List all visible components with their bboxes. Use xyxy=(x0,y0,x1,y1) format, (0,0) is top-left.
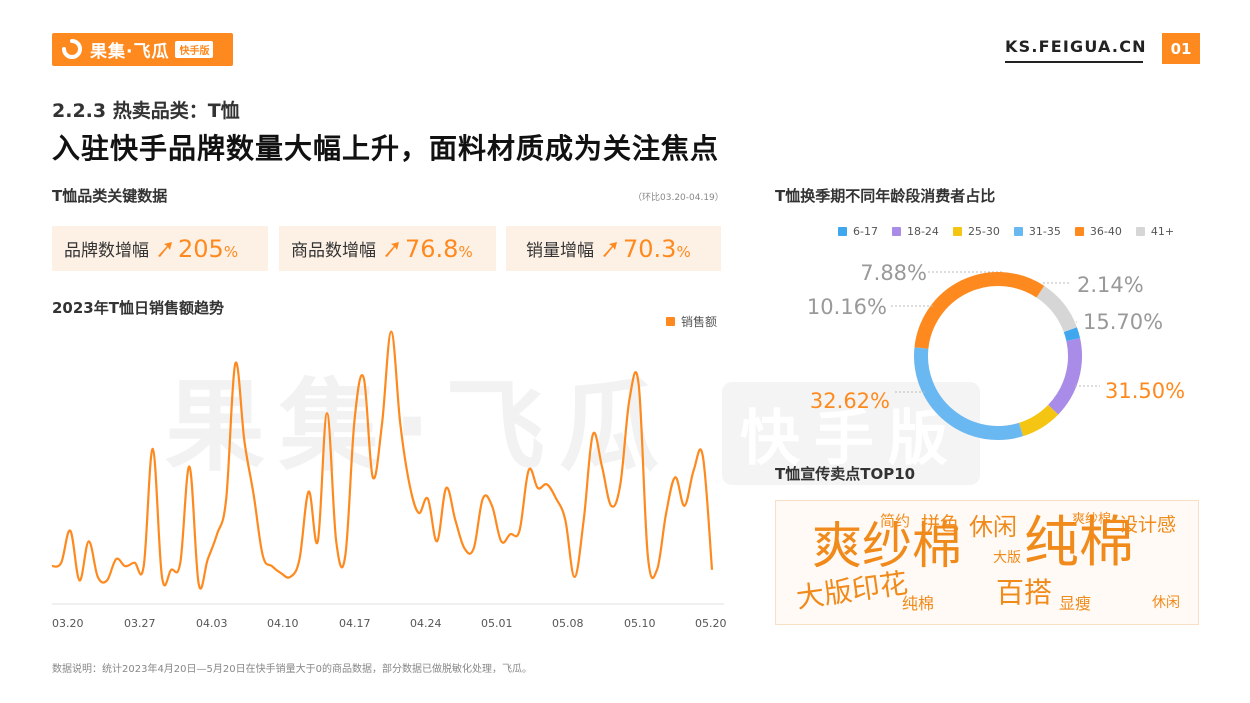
legend-swatch xyxy=(952,227,962,236)
logo-swirl-icon xyxy=(62,38,82,59)
x-tick-label: 04.03 xyxy=(196,617,228,630)
slice-value-label: 32.62% xyxy=(810,389,890,413)
site-url[interactable]: KS.FEIGUA.CN xyxy=(1005,37,1147,56)
x-tick-label: 04.17 xyxy=(339,617,371,630)
metric-value: 76.8% xyxy=(405,234,473,263)
wordcloud-word: 休闲 xyxy=(969,513,1017,541)
brand-logo: 果集·飞瓜 快手版 xyxy=(52,33,233,66)
legend-label: 31-35 xyxy=(1028,225,1061,238)
page-headline: 入驻快手品牌数量大幅上升，面料材质成为关注焦点 xyxy=(52,132,720,165)
age-legend: 6-17 18-24 25-30 31-35 36-40 41+ xyxy=(838,225,1188,238)
arrow-up-icon xyxy=(385,241,399,257)
wordcloud-word: 简约 xyxy=(880,512,911,530)
age-chart-title: T恤换季期不同年龄段消费者占比 xyxy=(775,187,996,205)
legend-swatch xyxy=(666,317,675,326)
metric-card-brand: 品牌数增幅 205% xyxy=(52,226,268,271)
logo-text: 果集·飞瓜 xyxy=(90,42,170,62)
metric-card-product: 商品数增幅 76.8% xyxy=(279,226,496,271)
x-tick-label: 04.24 xyxy=(410,617,442,630)
wordcloud-word: 拼色 xyxy=(921,513,960,535)
x-tick-label: 05.10 xyxy=(624,617,656,630)
metric-label: 销量增幅 xyxy=(526,241,594,261)
metric-card-sales: 销量增幅 70.3% xyxy=(506,226,721,271)
site-underline xyxy=(1005,61,1143,63)
legend-swatch xyxy=(1135,227,1145,236)
donut-slice-36-40 xyxy=(914,272,1045,349)
donut-slice-25-30 xyxy=(1018,404,1059,437)
metric-label: 品牌数增幅 xyxy=(64,241,149,261)
slice-value-label: 2.14% xyxy=(1077,273,1144,297)
logo-badge: 快手版 xyxy=(175,41,214,58)
wordcloud-word: 显瘦 xyxy=(1059,594,1092,613)
section-title: 2.2.3 热卖品类：T恤 xyxy=(52,100,240,122)
legend-label: 41+ xyxy=(1150,225,1175,238)
selling-points-title: T恤宣传卖点TOP10 xyxy=(775,465,916,483)
legend-item-41+: 41+ xyxy=(1135,225,1175,238)
x-tick-label: 03.20 xyxy=(52,617,84,630)
legend-swatch xyxy=(1074,227,1084,236)
legend-item-6-17: 6-17 xyxy=(838,225,878,238)
wordcloud-word: 百搭 xyxy=(996,576,1053,609)
metric-value: 205% xyxy=(178,234,239,263)
legend-label: 18-24 xyxy=(906,225,939,238)
metric-value: 70.3% xyxy=(623,234,691,263)
x-tick-label: 04.10 xyxy=(267,617,299,630)
arrow-up-icon xyxy=(158,241,172,257)
page-number: 01 xyxy=(1162,33,1200,64)
slice-value-label: 7.88% xyxy=(860,261,927,285)
legend-swatch xyxy=(1013,227,1023,236)
legend-label: 36-40 xyxy=(1089,225,1122,238)
key-data-note: （环比03.20-04.19） xyxy=(633,193,724,203)
wordcloud-word: 大版 xyxy=(993,550,1021,566)
x-tick-label: 05.20 xyxy=(695,617,727,630)
wordcloud-word: 纯棉 xyxy=(902,594,935,613)
legend-swatch xyxy=(838,227,847,236)
metric-label: 商品数增幅 xyxy=(291,241,376,261)
donut-slice-6-17 xyxy=(1063,327,1081,342)
wordcloud-word: 设计感 xyxy=(1119,514,1177,536)
trend-chart-title: 2023年T恤日销售额趋势 xyxy=(52,299,224,317)
donut-slice-31-35 xyxy=(914,347,1024,440)
legend-item-36-40: 36-40 xyxy=(1074,225,1122,238)
watermark: 果集·飞瓜 快手版 xyxy=(165,345,1085,486)
slice-value-label: 15.70% xyxy=(1083,310,1163,334)
x-tick-label: 03.27 xyxy=(124,617,156,630)
legend-label: 6-17 xyxy=(853,225,878,238)
arrow-up-icon xyxy=(603,241,617,257)
key-data-title: T恤品类关键数据 xyxy=(52,187,168,205)
trend-legend: 销售额 xyxy=(666,313,717,330)
wordcloud-word: 休闲 xyxy=(1152,595,1180,611)
x-tick-label: 05.01 xyxy=(481,617,513,630)
legend-label: 25-30 xyxy=(967,225,1000,238)
wordcloud-word: 爽纱棉 xyxy=(812,517,962,575)
selling-points-wordcloud: 爽纱棉 纯棉 大版印花 百搭 休闲 拼色 设计感 简约 爽纱棉 大版 显瘦 纯棉 休闲 xyxy=(775,500,1199,625)
wordcloud-word: 爽纱棉 xyxy=(1072,512,1112,527)
age-donut-chart: 2.14% 15.70% 7.88% 31.50% 32.62% 10.16% xyxy=(807,261,1185,440)
legend-swatch xyxy=(891,227,901,236)
legend-item-25-30: 25-30 xyxy=(952,225,1000,238)
wordcloud-word: 大版印花 xyxy=(794,566,910,615)
slice-value-label: 10.16% xyxy=(807,295,887,319)
footnote: 数据说明：统计2023年4月20日—5月20日在快手销量大于0的商品数据，部分数… xyxy=(52,664,532,675)
legend-item-18-24: 18-24 xyxy=(891,225,939,238)
donut-slice-41+ xyxy=(1036,285,1077,333)
sales-trend-chart xyxy=(51,330,724,605)
legend-label: 销售额 xyxy=(681,315,718,329)
sales-series-line xyxy=(51,330,714,590)
wordcloud-word: 纯棉 xyxy=(1024,510,1135,574)
slice-value-label: 31.50% xyxy=(1105,379,1185,403)
x-tick-label: 05.08 xyxy=(552,617,584,630)
donut-slice-18-24 xyxy=(1048,338,1082,415)
legend-item-31-35: 31-35 xyxy=(1013,225,1061,238)
